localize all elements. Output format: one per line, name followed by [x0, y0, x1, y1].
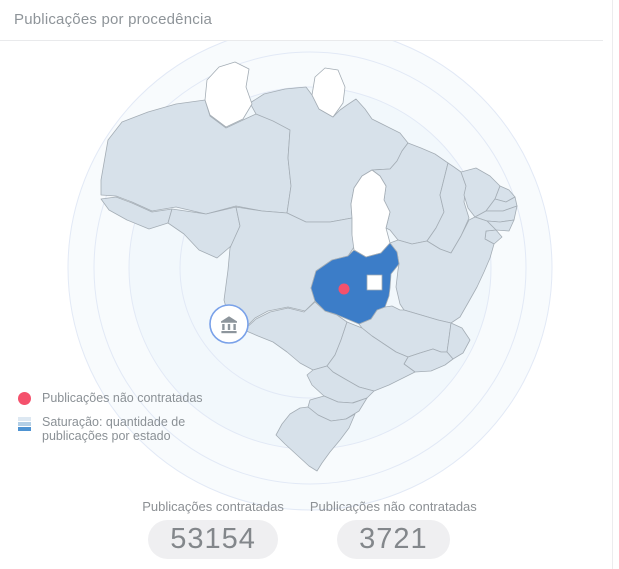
legend-item-saturacao: Saturação: quantidade de publicações por… [18, 415, 248, 444]
states-layer [100, 61, 518, 472]
stat-value-pill: 53154 [148, 520, 278, 559]
state-to[interactable] [350, 169, 391, 258]
state-sp[interactable] [326, 321, 416, 392]
card-right-edge [612, 0, 613, 569]
stat-contratadas: Publicações contratadas 53154 [142, 499, 284, 559]
institution-badge[interactable] [209, 304, 249, 344]
legend-label-line2: publicações por estado [42, 429, 171, 443]
state-ba[interactable] [389, 216, 497, 324]
stats-row: Publicações contratadas 53154 Publicaçõe… [0, 499, 619, 559]
state-df[interactable] [366, 274, 383, 291]
state-go[interactable] [310, 242, 400, 325]
legend-item-nao-contratadas: Publicações não contratadas [18, 391, 248, 406]
legend: Publicações não contratadas Saturação: q… [18, 391, 248, 453]
stat-value-pill: 3721 [337, 520, 450, 559]
brazil-map [67, 41, 553, 511]
legend-label: Publicações não contratadas [42, 391, 203, 405]
state-rs[interactable] [275, 406, 356, 472]
stat-label: Publicações contratadas [142, 499, 284, 514]
stat-label: Publicações não contratadas [309, 499, 477, 514]
state-rr[interactable] [204, 61, 253, 128]
publication-marker-dot [338, 283, 350, 295]
stat-nao-contratadas: Publicações não contratadas 3721 [310, 499, 477, 559]
state-ap[interactable] [311, 67, 346, 118]
state-ro[interactable] [167, 206, 241, 259]
ring-circle [93, 51, 527, 485]
state-es[interactable] [446, 322, 471, 360]
legend-label-line1: Saturação: quantidade de [42, 414, 186, 429]
legend-label: Saturação: quantidade de publicações por… [42, 415, 185, 444]
bank-icon [221, 316, 237, 334]
red-dot-icon [18, 392, 31, 405]
saturation-bars-icon [18, 416, 31, 431]
page-title: Publicações por procedência [14, 11, 213, 28]
state-rj[interactable] [403, 348, 454, 373]
